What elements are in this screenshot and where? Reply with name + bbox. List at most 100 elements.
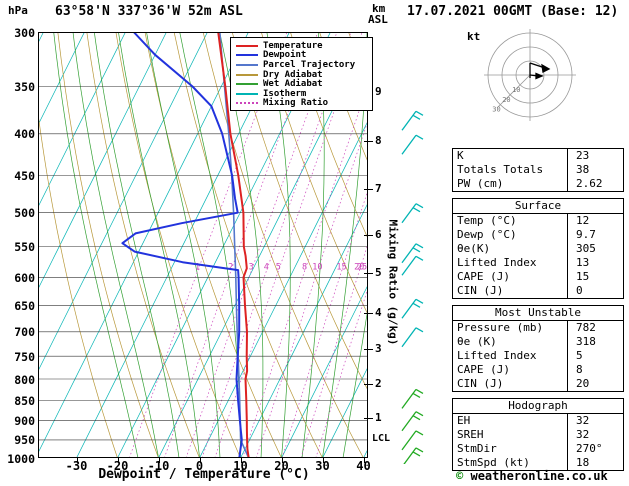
row-label: Dewp (°C) <box>453 228 568 242</box>
legend: Temperature Dewpoint Parcel Trajectory Dry … <box>230 37 373 112</box>
temp-tickmark <box>199 458 201 463</box>
temp-label-30: 30 <box>315 459 330 473</box>
temp-tickmark <box>281 458 283 463</box>
wind-barb <box>403 447 424 464</box>
dewpoint-trace <box>121 32 243 458</box>
legend-item-wet-adiabat: Wet Adiabat <box>236 79 372 89</box>
wind-barb <box>401 255 424 276</box>
km-tickmark <box>364 348 373 350</box>
svg-text:10: 10 <box>312 262 322 272</box>
km-label-7: 7 <box>375 182 382 196</box>
km-label-4: 4 <box>375 306 382 320</box>
temp-tickmark <box>117 458 119 463</box>
row-label: Temp (°C) <box>453 214 568 228</box>
row-value: 20 <box>576 377 590 390</box>
wind-barb <box>401 298 424 319</box>
hodograph-unit-label: kt <box>467 30 481 43</box>
table-row: θe (K) 318 <box>453 335 623 349</box>
pressure-label-400: 400 <box>14 127 35 142</box>
pressure-label-450: 450 <box>14 168 35 183</box>
row-label: Lifted Index <box>453 256 568 270</box>
legend-item-temperature: Temperature <box>236 41 372 51</box>
wind-barb <box>401 411 424 432</box>
indices-table: K 23 Totals Totals 38 PW (cm) 2.62 <box>452 148 624 192</box>
svg-text:10: 10 <box>512 86 520 94</box>
lcl-marker-label: LCL <box>372 433 391 445</box>
row-label: SREH <box>453 428 568 442</box>
table-row: StmDir 270° <box>453 442 623 456</box>
pressure-label-1000: 1000 <box>7 451 35 466</box>
legend-item-mixing-ratio: Mixing Ratio <box>236 98 372 108</box>
legend-label: Temperature <box>263 40 323 51</box>
legend-swatch <box>236 54 258 57</box>
table-row: SREH 32 <box>453 428 623 442</box>
temp-label-20: 20 <box>274 459 289 473</box>
altitude-axis-unit-km: km <box>372 2 386 15</box>
svg-text:20: 20 <box>502 96 510 104</box>
temp-tickmark <box>76 458 78 463</box>
km-label-9: 9 <box>375 84 382 98</box>
temp-tickmark <box>363 458 365 463</box>
km-label-1: 1 <box>375 411 382 425</box>
row-value: 5 <box>576 349 583 362</box>
km-tickmark <box>364 189 373 191</box>
copyright-symbol: © <box>456 469 464 483</box>
row-value: 18 <box>576 456 590 469</box>
wind-barb <box>401 134 424 155</box>
svg-text:20: 20 <box>354 262 364 272</box>
row-value: 2.62 <box>576 177 603 190</box>
table-row: Totals Totals 38 <box>453 163 623 177</box>
temp-label--20: -20 <box>106 459 129 473</box>
table-row: Dewp (°C) 9.7 <box>453 228 623 242</box>
copyright-text: weatheronline.co.uk <box>470 469 608 483</box>
km-label-8: 8 <box>375 133 382 147</box>
svg-text:30: 30 <box>492 106 500 114</box>
temp-label-10: 10 <box>233 459 248 473</box>
table-row: EH 32 <box>453 414 623 428</box>
svg-text:15: 15 <box>336 262 346 272</box>
x-axis-title: Dewpoint / Temperature (°C) <box>98 467 310 482</box>
wind-barb <box>401 430 424 451</box>
hodograph-stats-table: Hodograph EH 32 SREH 32 StmDir 270° StmSpd (kt)… <box>452 398 624 471</box>
row-label: θe(K) <box>453 242 568 256</box>
row-label: Pressure (mb) <box>453 321 568 335</box>
temp-label--30: -30 <box>65 459 88 473</box>
pressure-label-700: 700 <box>14 325 35 340</box>
legend-swatch <box>236 44 258 47</box>
row-value: 23 <box>576 149 590 162</box>
legend-swatch <box>236 92 258 95</box>
legend-label: Isotherm <box>263 88 307 99</box>
pressure-label-600: 600 <box>14 270 35 285</box>
legend-label: Dry Adiabat <box>263 69 323 80</box>
table-row: Pressure (mb) 782 <box>453 321 623 335</box>
row-label: Lifted Index <box>453 349 568 363</box>
pressure-label-500: 500 <box>14 206 35 221</box>
row-label: CAPE (J) <box>453 363 568 377</box>
row-value: 12 <box>576 214 590 227</box>
km-tickmark <box>364 384 373 386</box>
table-row: PW (cm) 2.62 <box>453 177 623 191</box>
row-value: 8 <box>576 363 583 376</box>
station-title: 63°58'N 337°36'W 52m ASL <box>55 4 243 19</box>
wind-barb-column <box>401 110 424 464</box>
row-value: 318 <box>576 335 596 348</box>
row-label: Totals Totals <box>453 163 568 177</box>
table-row: StmSpd (kt) 18 <box>453 456 623 470</box>
svg-text:1: 1 <box>195 262 200 272</box>
copyright: © weatheronline.co.uk <box>456 469 608 483</box>
legend-label: Dewpoint <box>263 50 307 61</box>
table-row: Temp (°C) 12 <box>453 214 623 228</box>
legend-item-dewpoint: Dewpoint <box>236 50 372 61</box>
wind-barb <box>401 327 424 348</box>
row-value: 13 <box>576 256 590 269</box>
svg-text:25: 25 <box>357 262 367 272</box>
run-datetime: 17.07.2021 00GMT (Base: 12) <box>407 4 619 19</box>
pressure-label-350: 350 <box>14 80 35 95</box>
temp-label-40: 40 <box>356 459 371 473</box>
table-row: CAPE (J) 15 <box>453 270 623 284</box>
table-row: Lifted Index 5 <box>453 349 623 363</box>
row-value: 32 <box>576 414 590 427</box>
